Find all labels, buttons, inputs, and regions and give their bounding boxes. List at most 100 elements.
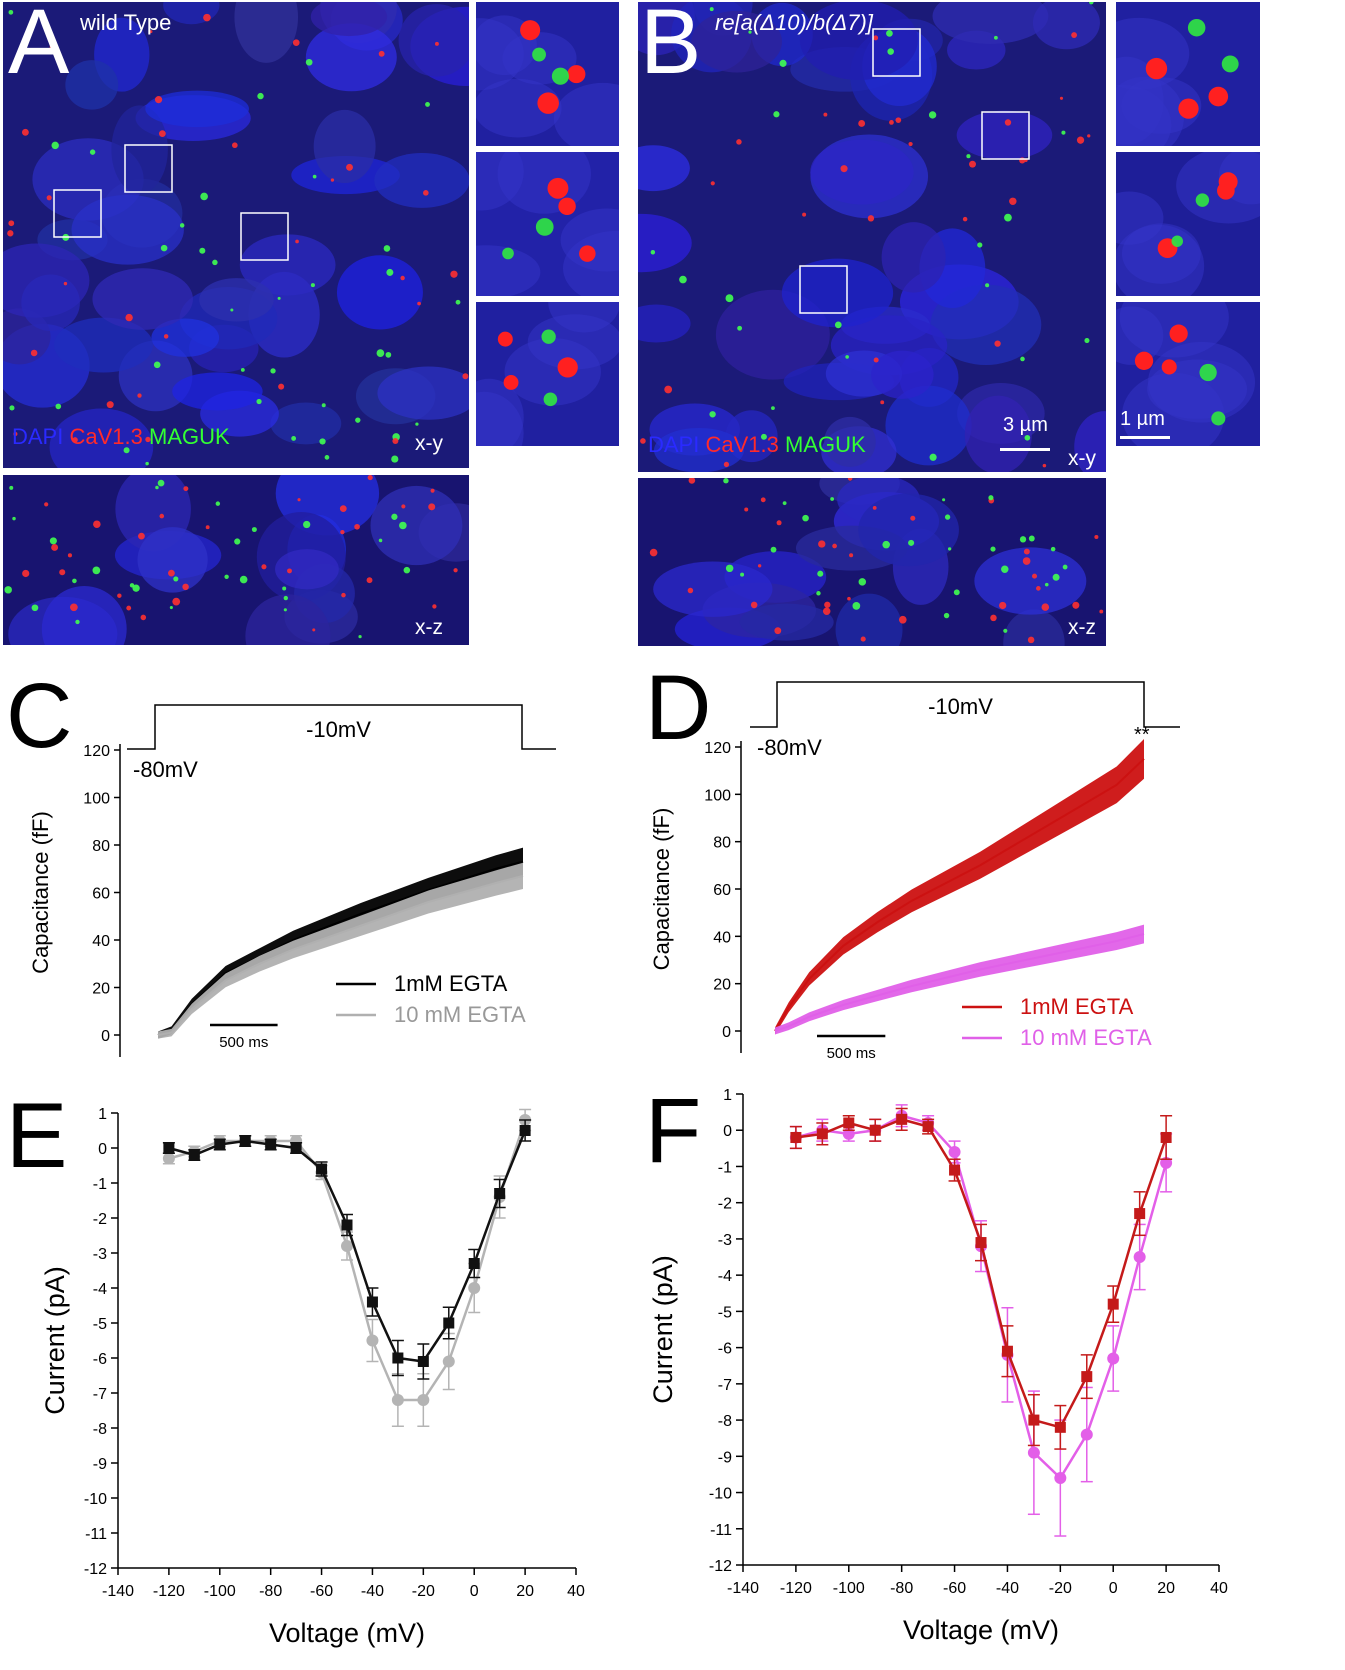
maguk-punctum xyxy=(55,403,62,410)
maguk-punctum xyxy=(9,405,15,411)
data-point xyxy=(790,1131,802,1143)
cav13-punctum xyxy=(889,120,894,125)
maguk-punctum xyxy=(1199,363,1217,382)
y-tick-label: 20 xyxy=(92,981,110,998)
cav13-punctum xyxy=(106,401,114,409)
maguk-punctum xyxy=(12,516,16,521)
cav13-punctum xyxy=(969,160,976,168)
series-line-0 xyxy=(774,758,1145,1032)
y-tick-label: -3 xyxy=(718,1232,732,1249)
cav13-punctum xyxy=(140,614,147,621)
y-tick-label: -1 xyxy=(718,1159,732,1176)
nucleus xyxy=(799,2,918,80)
x-tick-label: 40 xyxy=(1210,1580,1228,1597)
scale-label-b-main: 3 µm xyxy=(1003,414,1048,436)
maguk-punctum xyxy=(1187,18,1206,37)
nucleus xyxy=(239,234,336,296)
nucleus xyxy=(199,278,274,322)
maguk-punctum xyxy=(1061,130,1066,135)
maguk-punctum xyxy=(773,111,780,118)
data-point xyxy=(1028,1414,1040,1426)
maguk-punctum xyxy=(760,433,767,440)
x-tick-label: 40 xyxy=(567,1583,585,1600)
maguk-punctum xyxy=(1003,628,1008,633)
cav13-punctum xyxy=(154,96,163,104)
data-point xyxy=(869,1124,881,1136)
panel-a-xy-image xyxy=(3,2,469,468)
maguk-punctum xyxy=(234,538,241,545)
cav13-punctum xyxy=(688,478,696,484)
maguk-punctum xyxy=(1019,536,1027,543)
panel-label-d: D xyxy=(645,657,712,759)
time-scale-label: 500 ms xyxy=(827,1045,876,1062)
maguk-punctum xyxy=(771,406,775,411)
maguk-punctum xyxy=(1028,535,1035,542)
panel-b-inset-1 xyxy=(1116,2,1260,146)
cav13-punctum xyxy=(1042,463,1047,468)
nucleus xyxy=(476,152,524,211)
nucleus xyxy=(245,594,331,645)
cav13-punctum xyxy=(340,529,345,535)
scale-label-b-inset: 1 µm xyxy=(1120,408,1165,430)
chart-D: 0 20 40 60 80 100 120 Capacitance (fF) -80mV -10m… xyxy=(649,681,1180,1062)
maguk-punctum xyxy=(157,479,165,487)
cav13-punctum xyxy=(24,33,30,39)
cav13-punctum xyxy=(7,230,14,237)
nucleus xyxy=(65,60,119,110)
legend-label: 10 mM EGTA xyxy=(394,1002,526,1027)
cav13-punctum xyxy=(1145,57,1168,80)
y-tick-label: 0 xyxy=(98,1141,107,1158)
maguk-punctum xyxy=(160,244,168,252)
y-tick-label: 40 xyxy=(92,933,110,950)
cav13-punctum xyxy=(51,544,59,551)
data-point xyxy=(494,1188,506,1199)
y-tick-label: -1 xyxy=(93,1176,107,1193)
maguk-punctum xyxy=(1221,55,1239,73)
cav13-punctum xyxy=(1009,197,1017,205)
x-tick-label: -100 xyxy=(833,1580,865,1597)
data-point xyxy=(816,1128,828,1140)
cav13-punctum xyxy=(172,597,181,606)
nucleus xyxy=(932,2,1049,44)
maguk-punctum xyxy=(740,572,745,577)
y-axis-label: Current (pA) xyxy=(40,1266,70,1415)
nucleus xyxy=(562,230,619,296)
y-tick-label: -5 xyxy=(718,1304,732,1321)
data-point xyxy=(341,1240,353,1252)
y-tick-label: -3 xyxy=(93,1246,107,1263)
nucleus xyxy=(638,213,692,273)
maguk-punctum xyxy=(153,361,161,369)
condition-label-b: re[a(Δ10)/b(Δ7)] xyxy=(715,10,873,35)
cav13-punctum xyxy=(341,592,346,598)
nucleus xyxy=(374,152,469,208)
y-tick-label: -7 xyxy=(718,1377,732,1394)
maguk-punctum xyxy=(386,268,394,276)
cav13-punctum xyxy=(401,504,406,509)
nucleus xyxy=(313,109,376,184)
cav13-punctum xyxy=(1178,98,1199,119)
cav13-punctum xyxy=(873,35,879,41)
maguk-punctum xyxy=(270,368,276,374)
cav13-punctum xyxy=(432,604,437,609)
data-point xyxy=(1107,1352,1120,1365)
cav13-punctum xyxy=(1208,86,1229,107)
cav13-punctum xyxy=(520,20,541,41)
y-tick-label: -12 xyxy=(84,1561,107,1578)
cav13-punctum xyxy=(292,39,300,46)
nucleus xyxy=(476,18,524,91)
y-tick-label: -7 xyxy=(93,1386,107,1403)
y-axis-label: Capacitance (fF) xyxy=(649,808,674,971)
condition-label-a: wild Type xyxy=(80,10,172,35)
nucleus xyxy=(1116,306,1164,365)
panel-label-c: C xyxy=(6,665,73,767)
cav13-punctum xyxy=(1041,603,1050,611)
panel-a-inset-2 xyxy=(476,152,619,296)
x-tick-label: -40 xyxy=(361,1583,384,1600)
series-band-1 xyxy=(158,862,523,1039)
step-voltage-label: -10mV xyxy=(306,717,371,742)
maguk-punctum xyxy=(310,283,315,288)
y-tick-label: 100 xyxy=(704,787,731,804)
maguk-punctum xyxy=(988,495,994,501)
data-point xyxy=(443,1317,455,1329)
cav13-punctum xyxy=(867,215,875,222)
